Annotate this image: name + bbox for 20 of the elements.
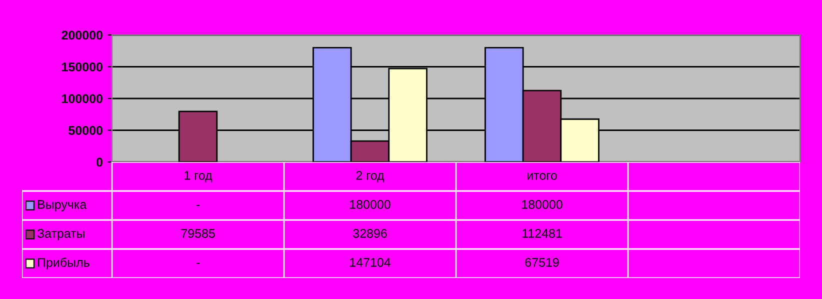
y-tick-label: 150000 <box>62 62 102 72</box>
x-tick-label: 1 год <box>184 171 212 182</box>
y-tick-label: 50000 <box>68 126 102 135</box>
data-label: 32896 <box>353 229 387 238</box>
legend-label: Прибыль <box>38 258 90 270</box>
data-label: 147104 <box>350 258 390 267</box>
data-label: 67519 <box>525 258 559 267</box>
y-tick-label: 0 <box>96 158 102 167</box>
y-tick-label: 200000 <box>62 30 102 40</box>
data-label: 180000 <box>350 200 390 209</box>
legend-label: Затраты <box>37 229 84 240</box>
text: - <box>196 204 200 206</box>
x-tick-label: 2 год <box>356 171 384 182</box>
y-tick-label: 100000 <box>62 94 102 104</box>
text: - <box>196 262 200 264</box>
legend-label: Выручка <box>38 200 87 212</box>
data-label: 79585 <box>181 229 215 238</box>
x-tick-label: итого <box>527 173 557 180</box>
data-label: 180000 <box>522 200 562 209</box>
data-label: 112481 <box>522 229 562 238</box>
